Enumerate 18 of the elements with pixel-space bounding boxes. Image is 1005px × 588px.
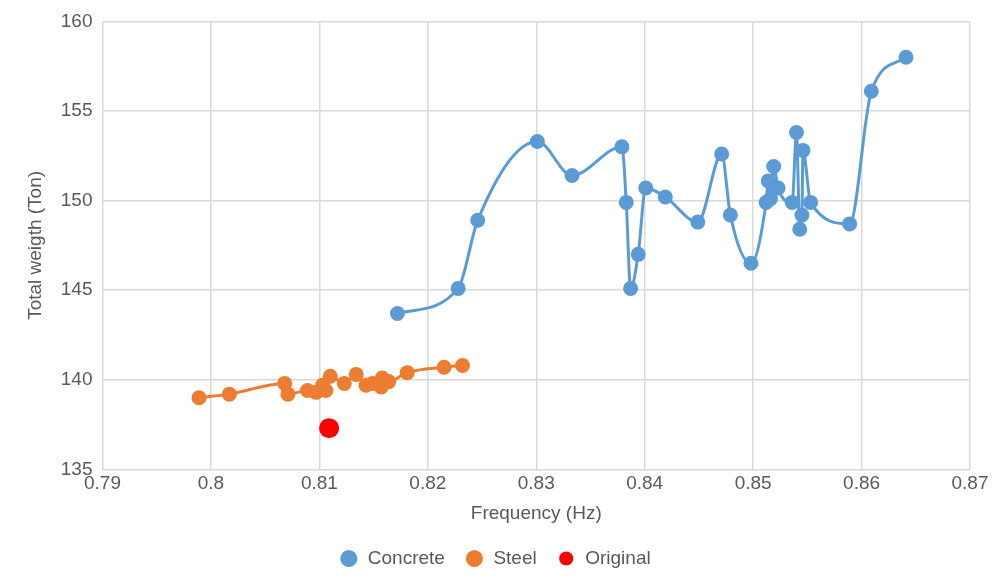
y-axis-title: Total weigth (Ton) — [23, 170, 45, 320]
x-tick-label: 0.82 — [409, 472, 447, 494]
x-tick-label: 0.81 — [300, 472, 338, 494]
legend-label: Steel — [493, 546, 537, 568]
y-tick-label: 145 — [60, 278, 93, 300]
legend-label: Concrete — [367, 546, 445, 568]
x-tick-label: 0.87 — [951, 472, 989, 494]
y-tick-label: 155 — [60, 99, 93, 121]
x-tick-label: 0.8 — [197, 472, 225, 494]
x-tick-label: 0.84 — [626, 472, 664, 494]
legend-label: Original — [585, 546, 651, 568]
y-tick-label: 160 — [60, 9, 93, 31]
y-tick-label: 140 — [60, 368, 93, 390]
x-tick-label: 0.83 — [517, 472, 555, 494]
y-tick-label: 150 — [60, 188, 93, 210]
x-tick-label: 0.86 — [843, 472, 881, 494]
x-axis-title: Frequency (Hz) — [470, 501, 602, 523]
x-tick-label: 0.85 — [734, 472, 772, 494]
